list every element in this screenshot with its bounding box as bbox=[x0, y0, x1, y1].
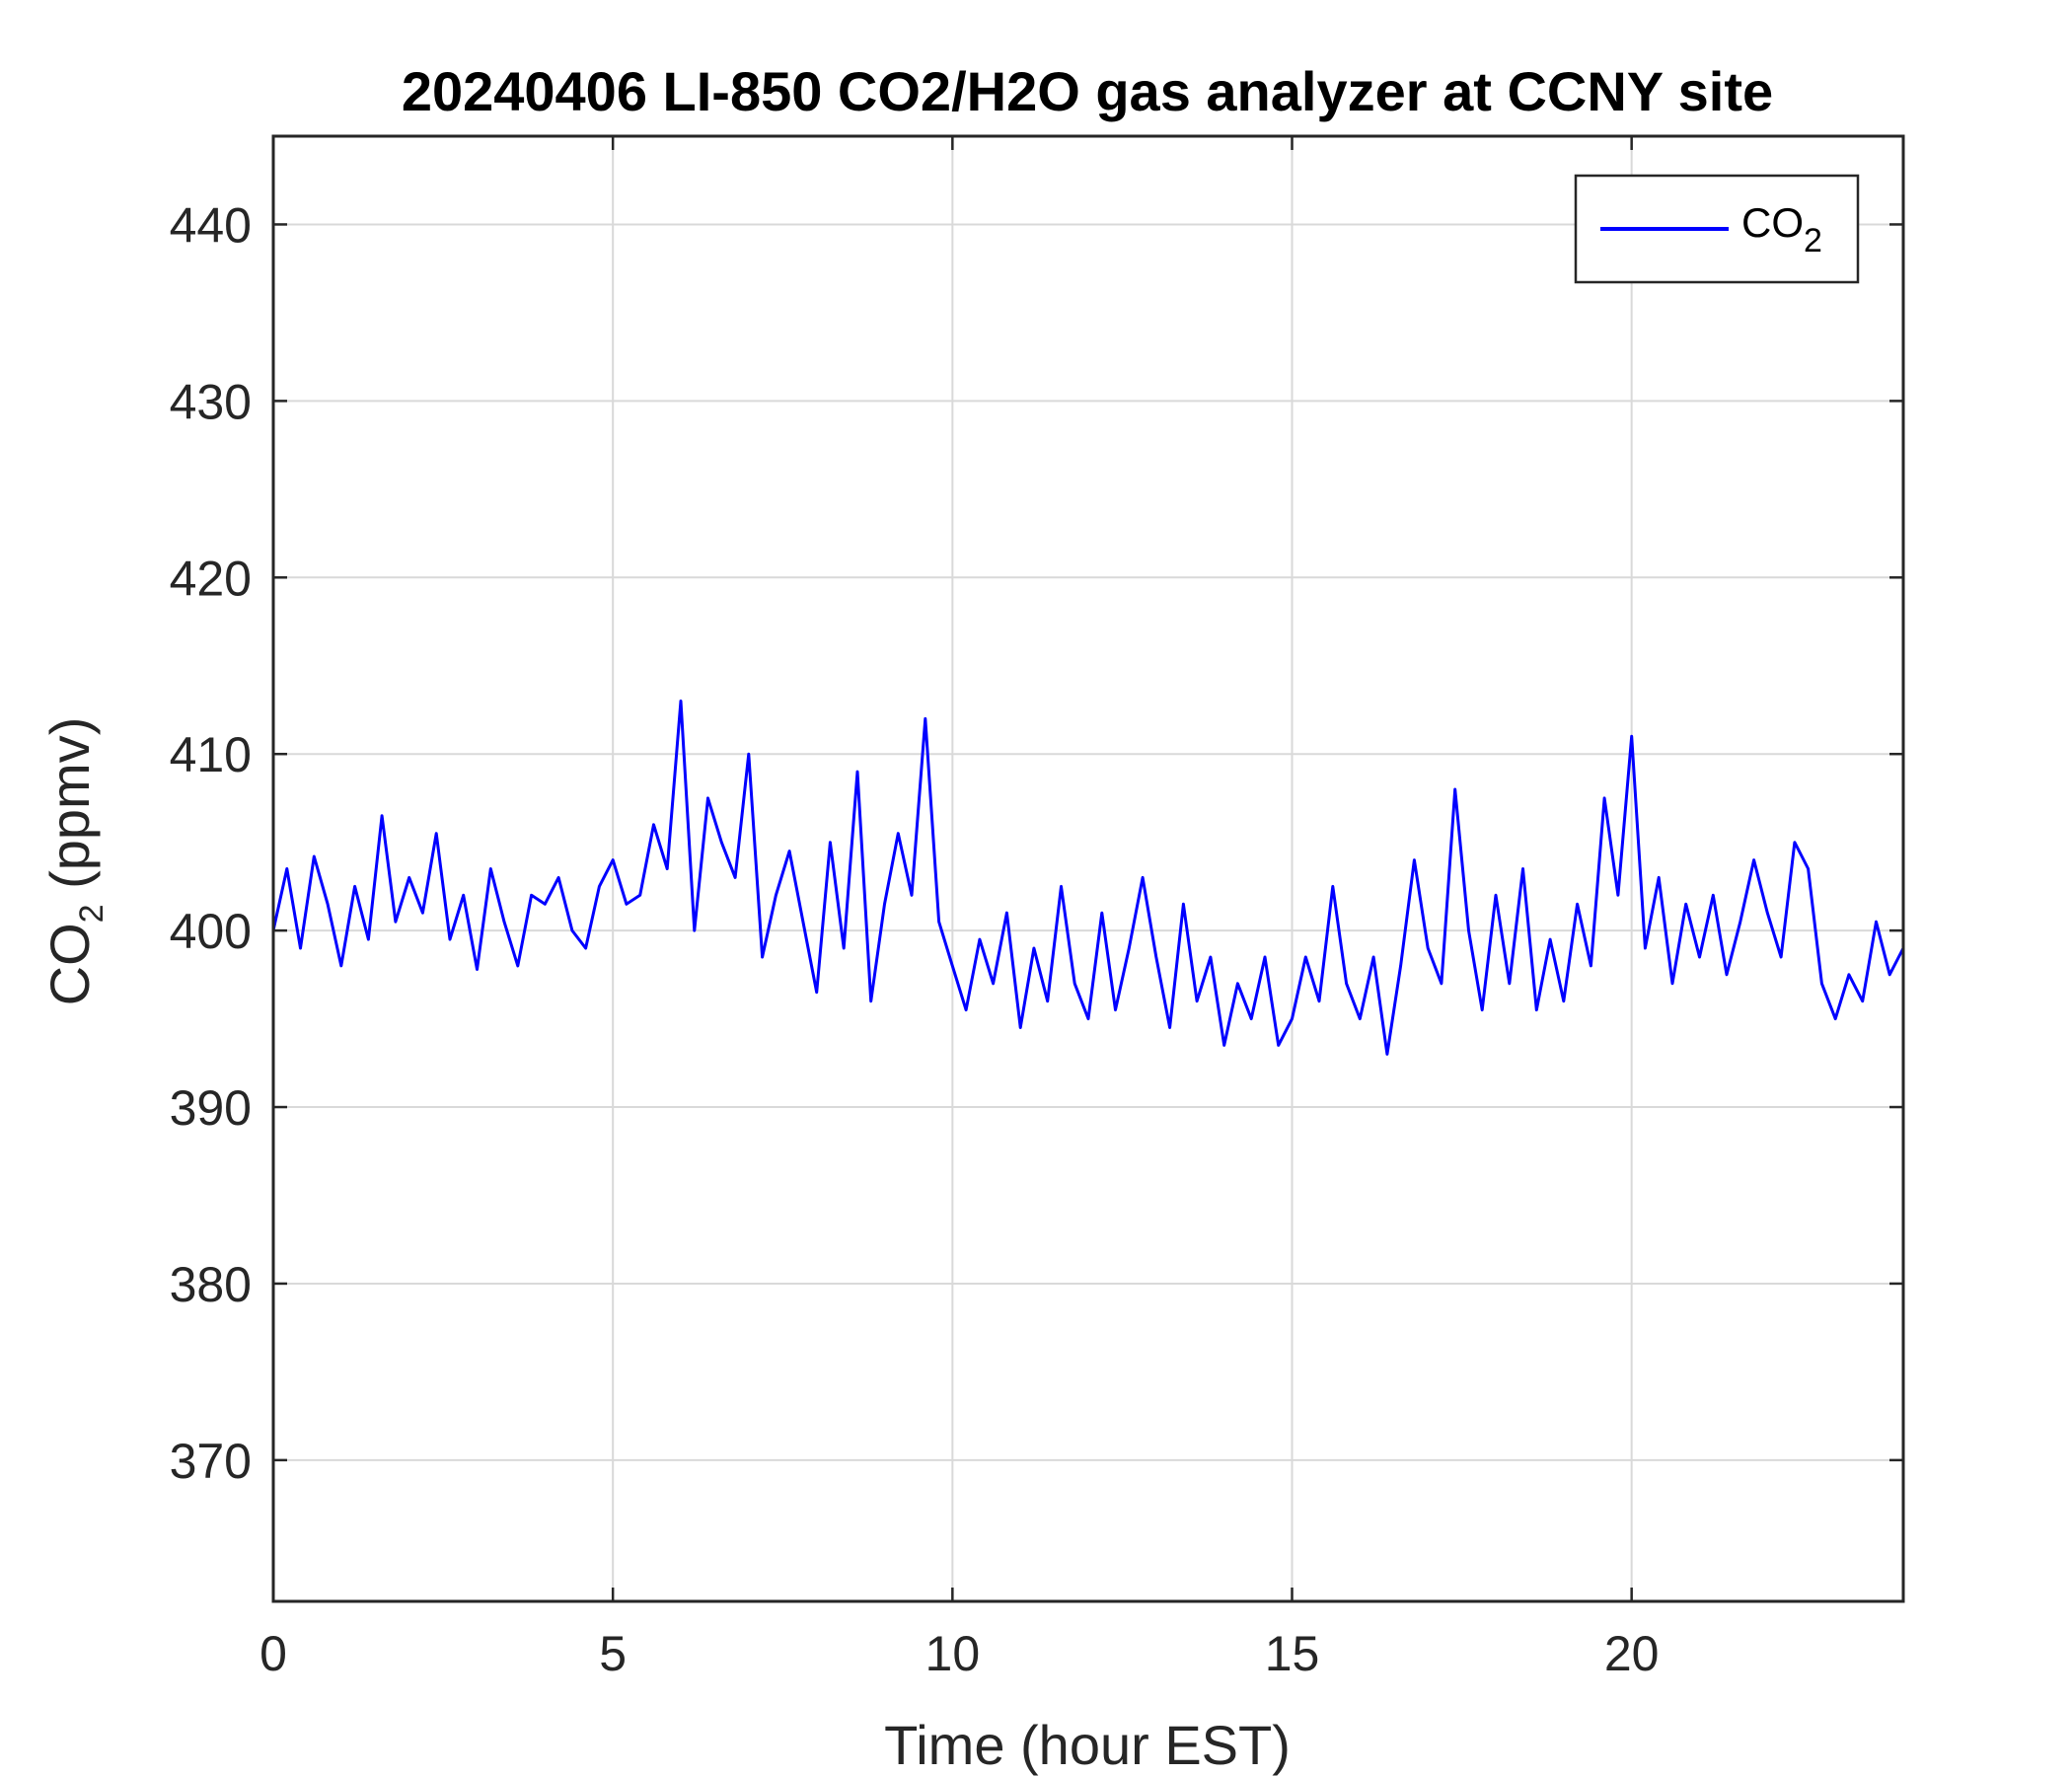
legend-label-co2: CO2 bbox=[1741, 199, 1822, 259]
legend: CO2 bbox=[1574, 174, 1860, 284]
series-line-co2 bbox=[271, 700, 1905, 1056]
legend-label-subscript: 2 bbox=[1804, 222, 1822, 259]
y-tick-label: 370 bbox=[170, 1434, 252, 1489]
legend-label-main: CO bbox=[1741, 199, 1804, 246]
x-tick-label: 15 bbox=[1265, 1626, 1320, 1681]
y-tick-label: 380 bbox=[170, 1257, 252, 1312]
y-axis-label: CO2 (ppmv) bbox=[38, 717, 111, 1006]
y-tick-label: 400 bbox=[170, 904, 252, 959]
y-tick-labels: 370 380 390 400 410 420 430 440 bbox=[170, 197, 252, 1488]
y-axis-label-main: CO bbox=[38, 923, 101, 1005]
y-axis-label-suffix: (ppmv) bbox=[38, 717, 101, 905]
y-tick-label: 440 bbox=[170, 197, 252, 253]
y-tick-label: 410 bbox=[170, 727, 252, 782]
x-tick-labels: 0 5 10 15 20 bbox=[259, 1626, 1659, 1681]
x-tick-label: 20 bbox=[1604, 1626, 1660, 1681]
y-tick-label: 390 bbox=[170, 1080, 252, 1136]
chart-title: 20240406 LI-850 CO2/H2O gas analyzer at … bbox=[402, 60, 1773, 122]
x-tick-label: 10 bbox=[925, 1626, 981, 1681]
x-tick-label: 0 bbox=[259, 1626, 287, 1681]
grid-lines bbox=[273, 136, 1903, 1601]
x-axis-label: Time (hour EST) bbox=[884, 1714, 1291, 1776]
axis-ticks bbox=[271, 136, 1903, 1601]
y-axis-label-subscript: 2 bbox=[73, 904, 111, 923]
y-tick-label: 420 bbox=[170, 551, 252, 606]
y-tick-label: 430 bbox=[170, 374, 252, 429]
x-tick-label: 5 bbox=[599, 1626, 627, 1681]
plot-frame bbox=[271, 134, 1905, 1603]
series-layer bbox=[271, 700, 1905, 1056]
